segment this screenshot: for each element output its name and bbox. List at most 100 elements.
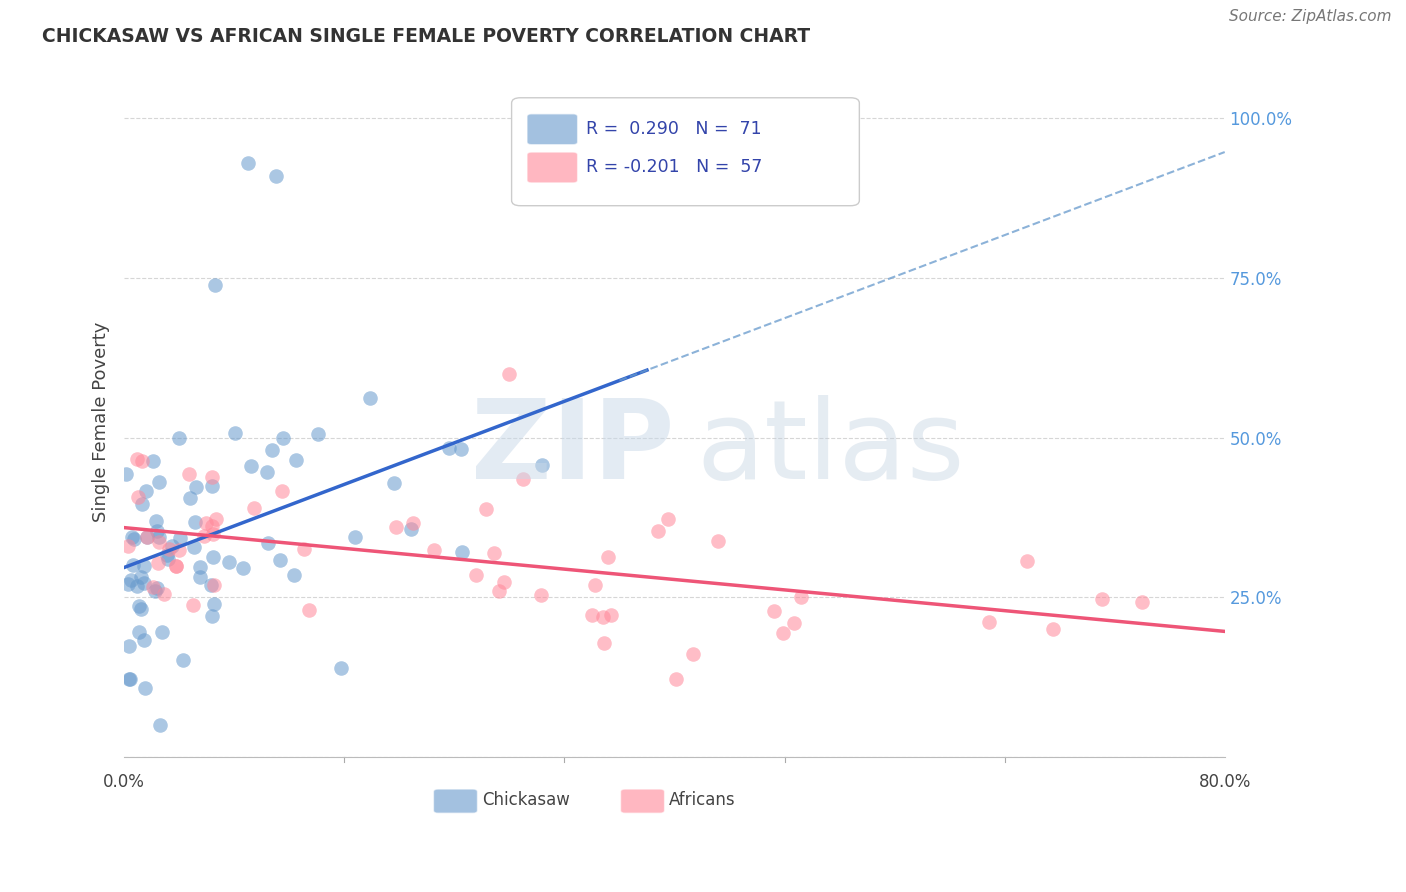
Point <box>218 555 240 569</box>
Point <box>1042 623 1064 637</box>
Point <box>596 549 619 564</box>
Point <box>256 465 278 479</box>
Point <box>117 539 139 553</box>
Point <box>1091 592 1114 607</box>
Point <box>772 626 794 640</box>
Point <box>195 516 218 530</box>
FancyBboxPatch shape <box>433 789 478 814</box>
Point <box>205 512 228 526</box>
Point <box>201 519 224 533</box>
Point <box>146 581 169 595</box>
Point <box>131 454 153 468</box>
Point <box>148 530 170 544</box>
Point <box>482 546 505 560</box>
Point <box>135 483 157 498</box>
Point <box>592 609 614 624</box>
Text: R = -0.201   N =  57: R = -0.201 N = 57 <box>586 158 763 176</box>
Point <box>169 542 191 557</box>
Point <box>330 661 353 675</box>
Point <box>382 476 405 491</box>
FancyBboxPatch shape <box>512 98 859 206</box>
Point <box>789 591 811 605</box>
Point <box>344 531 367 545</box>
Point <box>188 560 211 574</box>
Point <box>169 531 191 545</box>
Point <box>165 559 187 574</box>
Point <box>148 475 170 490</box>
Point <box>183 540 205 554</box>
Point <box>184 515 207 529</box>
Point <box>184 480 207 494</box>
Point <box>204 277 226 292</box>
Point <box>132 575 155 590</box>
Point <box>118 673 141 687</box>
Point <box>120 573 142 587</box>
Point <box>160 539 183 553</box>
Point <box>283 567 305 582</box>
Point <box>270 483 292 498</box>
Point <box>665 673 688 687</box>
Text: Africans: Africans <box>669 791 735 809</box>
Point <box>201 609 224 624</box>
Point <box>581 607 603 622</box>
Point <box>200 578 222 592</box>
Point <box>127 452 149 467</box>
Point <box>131 497 153 511</box>
Point <box>498 367 520 381</box>
Point <box>153 587 176 601</box>
Text: 0.0%: 0.0% <box>103 773 145 791</box>
Point <box>136 530 159 544</box>
Text: Source: ZipAtlas.com: Source: ZipAtlas.com <box>1229 9 1392 24</box>
Text: atlas: atlas <box>696 395 965 502</box>
Point <box>132 559 155 574</box>
FancyBboxPatch shape <box>527 114 578 145</box>
Point <box>201 479 224 493</box>
Point <box>530 458 553 472</box>
Point <box>682 647 704 661</box>
Point <box>399 522 422 536</box>
Text: ZIP: ZIP <box>471 395 675 502</box>
Point <box>118 672 141 686</box>
Point <box>127 490 149 504</box>
Point <box>423 543 446 558</box>
Point <box>264 169 287 183</box>
Point <box>150 625 173 640</box>
Point <box>512 472 534 486</box>
Point <box>201 550 224 565</box>
Y-axis label: Single Female Poverty: Single Female Poverty <box>93 321 110 522</box>
Point <box>492 574 515 589</box>
Text: Chickasaw: Chickasaw <box>482 791 569 809</box>
Point <box>783 615 806 630</box>
Point <box>236 156 259 170</box>
Point <box>132 633 155 648</box>
Point <box>179 467 201 481</box>
Point <box>179 491 201 505</box>
Point <box>269 553 291 567</box>
Point <box>142 453 165 467</box>
Point <box>202 578 225 592</box>
Point <box>190 570 212 584</box>
Point <box>307 427 329 442</box>
Point <box>193 529 215 543</box>
Point <box>148 534 170 549</box>
Point <box>475 501 498 516</box>
Point <box>224 426 246 441</box>
Point <box>156 548 179 562</box>
Point <box>122 532 145 546</box>
Point <box>142 580 165 594</box>
Point <box>262 442 284 457</box>
Point <box>530 588 553 602</box>
Point <box>149 718 172 732</box>
Point <box>201 527 224 541</box>
Point <box>145 514 167 528</box>
Point <box>1017 554 1039 568</box>
Point <box>128 625 150 640</box>
FancyBboxPatch shape <box>620 789 665 814</box>
Point <box>148 556 170 570</box>
Point <box>183 598 205 612</box>
Point <box>157 542 180 557</box>
Point <box>167 430 190 444</box>
Point <box>762 604 785 618</box>
Point <box>143 584 166 599</box>
Point <box>129 570 152 584</box>
